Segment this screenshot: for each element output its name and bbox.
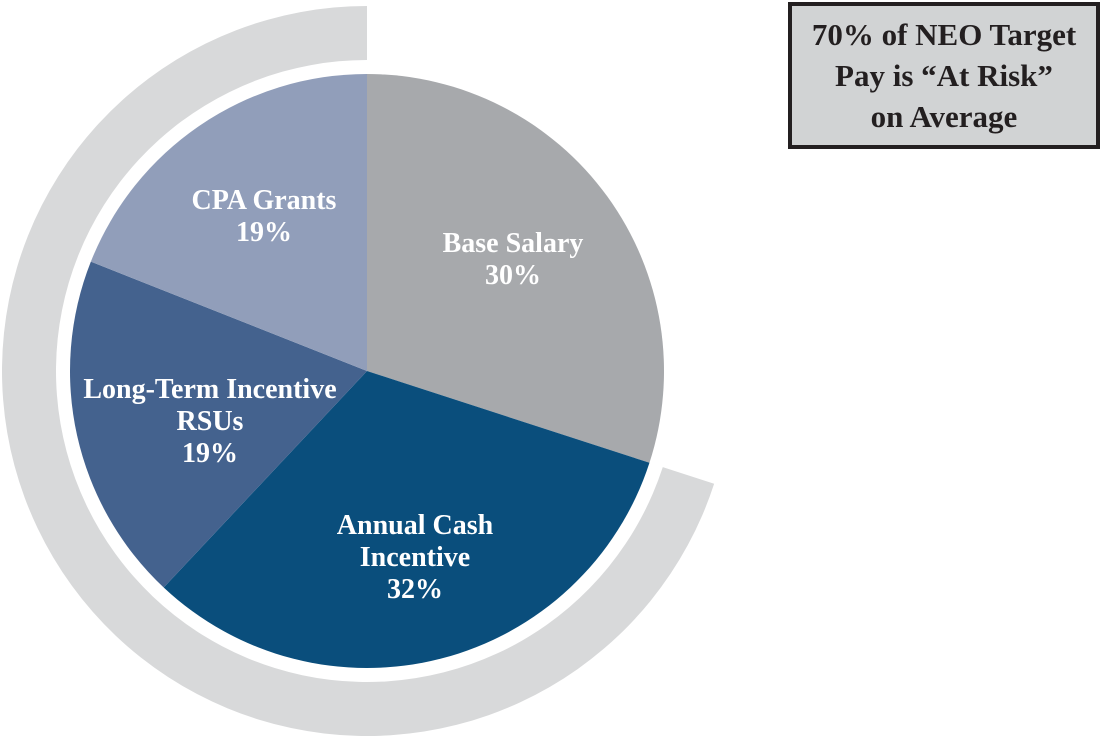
callout-line: 70% of NEO Target [811,17,1077,52]
pie-slice-cpa-grants [90,74,367,371]
at-risk-callout: 70% of NEO Target Pay is “At Risk” on Av… [788,2,1100,149]
pie-slice-base-salary [367,74,664,463]
slice-label-base-salary: Base Salary 30% [443,228,584,291]
slice-label-annual-cash-incentive: Annual Cash Incentive 32% [337,510,494,605]
pie-slice-long-term-incentive-rsus [70,261,368,588]
pie-slice-annual-cash-incentive [163,371,650,668]
slice-label-long-term-incentive-rsus: Long-Term Incentive RSUs 19% [83,374,336,469]
callout-line: Pay is “At Risk” [835,58,1053,93]
callout-line: on Average [870,99,1018,134]
slice-label-cpa-grants: CPA Grants 19% [192,185,337,248]
